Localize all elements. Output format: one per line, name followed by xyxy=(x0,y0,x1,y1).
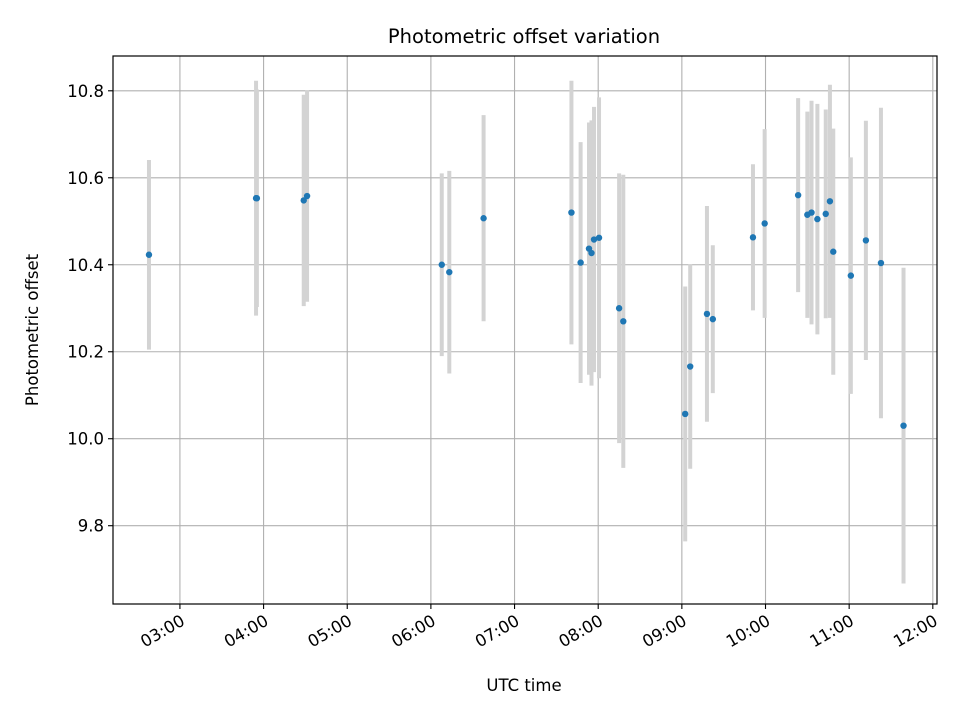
y-tick-label: 9.8 xyxy=(78,517,104,536)
y-tick-label: 10.6 xyxy=(67,169,104,188)
data-point xyxy=(590,236,598,243)
plot-frame xyxy=(112,55,938,605)
data-point xyxy=(681,410,689,418)
data-point xyxy=(847,272,855,279)
data-point xyxy=(480,215,487,222)
data-point xyxy=(446,268,453,276)
data-point xyxy=(568,209,575,216)
data-point xyxy=(253,195,261,202)
data-point xyxy=(303,192,311,200)
data-point xyxy=(595,234,603,241)
data-point xyxy=(709,315,717,323)
data-point xyxy=(822,210,829,218)
data-point xyxy=(814,215,821,223)
data-point xyxy=(862,237,870,244)
data-point xyxy=(620,318,627,325)
data-point xyxy=(830,248,837,255)
data-point xyxy=(761,220,768,227)
x-axis-label: UTC time xyxy=(486,676,561,695)
data-point xyxy=(615,305,623,312)
y-tick-label: 10.8 xyxy=(67,82,104,101)
y-tick-label: 10.2 xyxy=(67,343,104,362)
data-point xyxy=(438,261,445,268)
data-point xyxy=(900,422,907,429)
data-point xyxy=(794,191,802,199)
data-point xyxy=(588,249,595,257)
chart-title: Photometric offset variation xyxy=(388,25,660,48)
data-point xyxy=(577,259,584,266)
data-point xyxy=(300,197,307,204)
y-tick-label: 10.0 xyxy=(67,430,104,449)
data-point xyxy=(703,310,711,318)
y-axis-ticks: 9.8 10.0 10.2 10.4 10.6 10.8 xyxy=(67,82,113,536)
y-tick-label: 10.4 xyxy=(67,256,104,275)
data-point xyxy=(145,251,153,258)
data-point xyxy=(826,198,834,205)
data-point xyxy=(687,363,694,370)
data-point xyxy=(808,209,815,216)
data-point xyxy=(877,259,885,267)
data-point xyxy=(749,234,757,241)
data-points xyxy=(145,191,907,429)
y-axis-label: Photometric offset xyxy=(23,253,42,406)
